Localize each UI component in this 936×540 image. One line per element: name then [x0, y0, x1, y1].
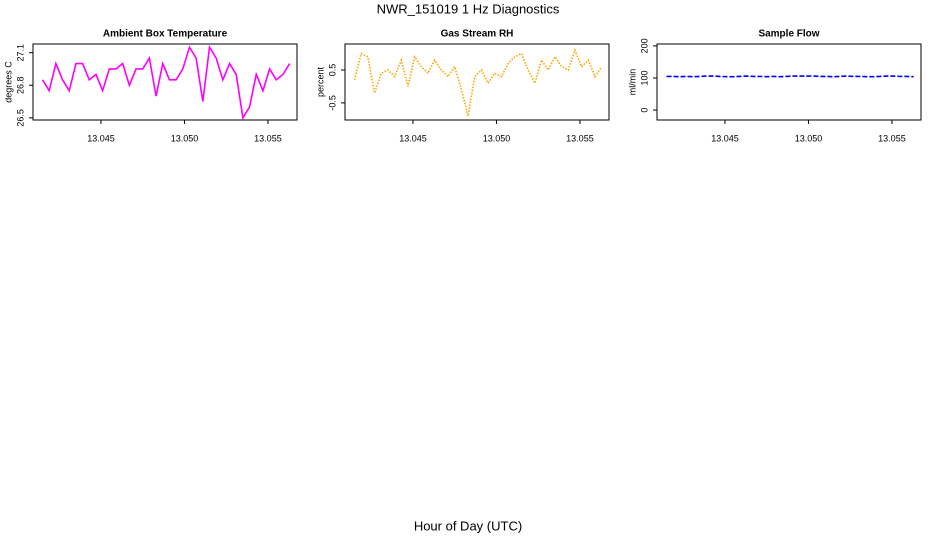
data-line [666, 75, 914, 78]
panel-title: Gas Stream RH [441, 29, 514, 40]
y-axis-label: percent [315, 66, 325, 97]
data-line [41, 44, 291, 121]
y-tick-label: 0 [639, 108, 649, 113]
data-line [353, 47, 603, 117]
x-tick-label: 13.050 [483, 133, 511, 143]
y-tick-label: 26.5 [15, 109, 25, 127]
panel-title: Sample Flow [758, 29, 819, 40]
y-axis-label: degrees C [3, 61, 13, 103]
figure-title: NWR_151019 1 Hz Diagnostics [377, 1, 560, 16]
y-tick-label: 200 [639, 38, 649, 53]
y-axis-label: ml/min [627, 69, 637, 96]
y-tick-label: -0.5 [327, 95, 337, 111]
x-tick-label: 13.050 [795, 133, 823, 143]
x-axis-label: Hour of Day (UTC) [414, 518, 522, 533]
y-tick-label: 100 [639, 70, 649, 85]
y-tick-label: 27.1 [15, 44, 25, 62]
plot-frame [344, 43, 610, 121]
y-tick-label: 26.8 [15, 76, 25, 94]
x-tick-label: 13.050 [171, 133, 199, 143]
x-tick-label: 13.045 [711, 133, 739, 143]
y-tick-label: 0.5 [327, 64, 337, 77]
panel-title: Ambient Box Temperature [103, 29, 228, 40]
x-tick-label: 13.045 [399, 133, 427, 143]
x-tick-label: 13.045 [87, 133, 115, 143]
x-tick-label: 13.055 [254, 133, 282, 143]
plot-frame [32, 43, 298, 121]
x-tick-label: 13.055 [566, 133, 594, 143]
x-tick-label: 13.055 [878, 133, 906, 143]
plot-frame [656, 43, 922, 121]
